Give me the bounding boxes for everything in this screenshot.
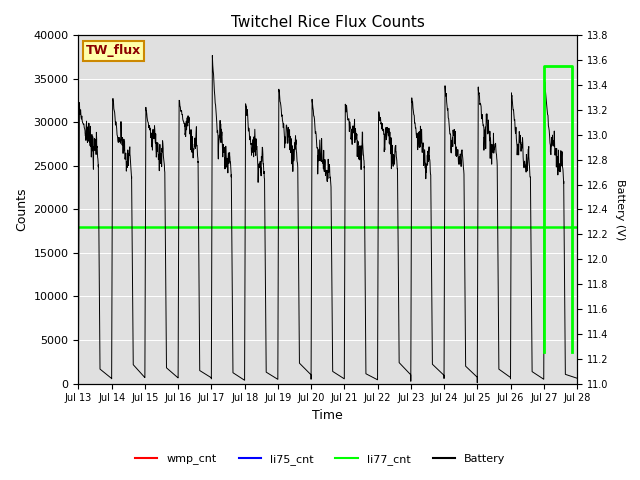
X-axis label: Time: Time <box>312 409 343 422</box>
Y-axis label: Battery (V): Battery (V) <box>615 179 625 240</box>
Y-axis label: Counts: Counts <box>15 188 28 231</box>
Text: TW_flux: TW_flux <box>86 45 141 58</box>
Title: Twitchel Rice Flux Counts: Twitchel Rice Flux Counts <box>231 15 424 30</box>
Legend: wmp_cnt, li75_cnt, li77_cnt, Battery: wmp_cnt, li75_cnt, li77_cnt, Battery <box>131 450 509 469</box>
